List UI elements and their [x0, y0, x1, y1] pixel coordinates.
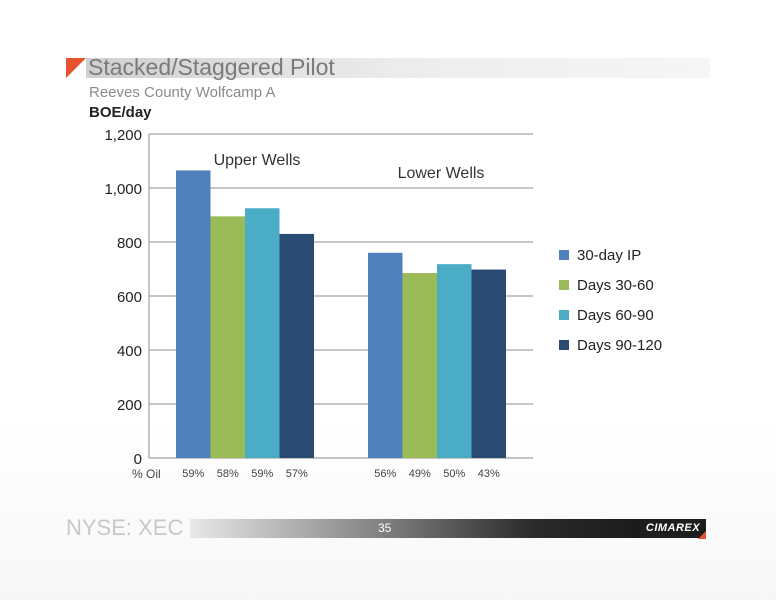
bar [176, 170, 211, 458]
y-tick-label: 1,000 [104, 181, 142, 198]
bar [368, 252, 403, 458]
legend-swatch [559, 340, 569, 350]
title-bar [86, 58, 710, 78]
chart-subtitle: Reeves County Wolfcamp A [89, 84, 276, 101]
oil-percent-label: 59% [251, 468, 273, 480]
y-tick-label: 600 [117, 289, 142, 306]
oil-percent-label: 56% [374, 468, 396, 480]
y-tick-label: 0 [134, 451, 142, 468]
logo-accent-triangle [698, 531, 706, 539]
oil-percent-label: 50% [443, 468, 465, 480]
ticker-symbol: NYSE: XEC [66, 515, 184, 540]
bar [437, 264, 472, 458]
legend-item: Days 30-60 [559, 270, 662, 300]
oil-percent-label: 43% [478, 468, 500, 480]
legend-swatch [559, 310, 569, 320]
legend-item: Days 60-90 [559, 300, 662, 330]
y-tick-label: 400 [117, 343, 142, 360]
oil-percent-label: 58% [217, 468, 239, 480]
y-tick-label: 800 [117, 235, 142, 252]
bar [279, 233, 314, 458]
legend-label: Days 30-60 [577, 276, 654, 294]
bar [471, 269, 506, 458]
bar [245, 208, 280, 458]
bar [210, 216, 245, 458]
legend-label: 30-day IP [577, 246, 642, 264]
y-tick-label: 200 [117, 397, 142, 414]
category-label: Lower Wells [398, 165, 485, 182]
legend-swatch [559, 280, 569, 290]
y-tick-label: 1,200 [104, 127, 142, 144]
oil-percent-label: 49% [409, 468, 431, 480]
chart-title: Stacked/Staggered Pilot [88, 54, 335, 80]
legend-item: Days 90-120 [559, 330, 662, 360]
oil-percent-label: 59% [182, 468, 204, 480]
category-label: Upper Wells [214, 152, 301, 169]
page-number: 35 [378, 521, 392, 535]
title-accent-triangle [66, 58, 86, 78]
oil-percent-label: 57% [286, 468, 308, 480]
legend-item: 30-day IP [559, 240, 662, 270]
legend: 30-day IP Days 30-60 Days 60-90 Days 90-… [559, 240, 662, 360]
legend-swatch [559, 250, 569, 260]
oil-percent-axis-label: % Oil [132, 467, 161, 481]
company-logo: CIMAREX [640, 519, 706, 538]
legend-label: Days 60-90 [577, 306, 654, 324]
footer-bar [190, 519, 644, 538]
bar [402, 273, 437, 458]
y-axis-label: BOE/day [89, 104, 152, 121]
legend-label: Days 90-120 [577, 336, 663, 354]
